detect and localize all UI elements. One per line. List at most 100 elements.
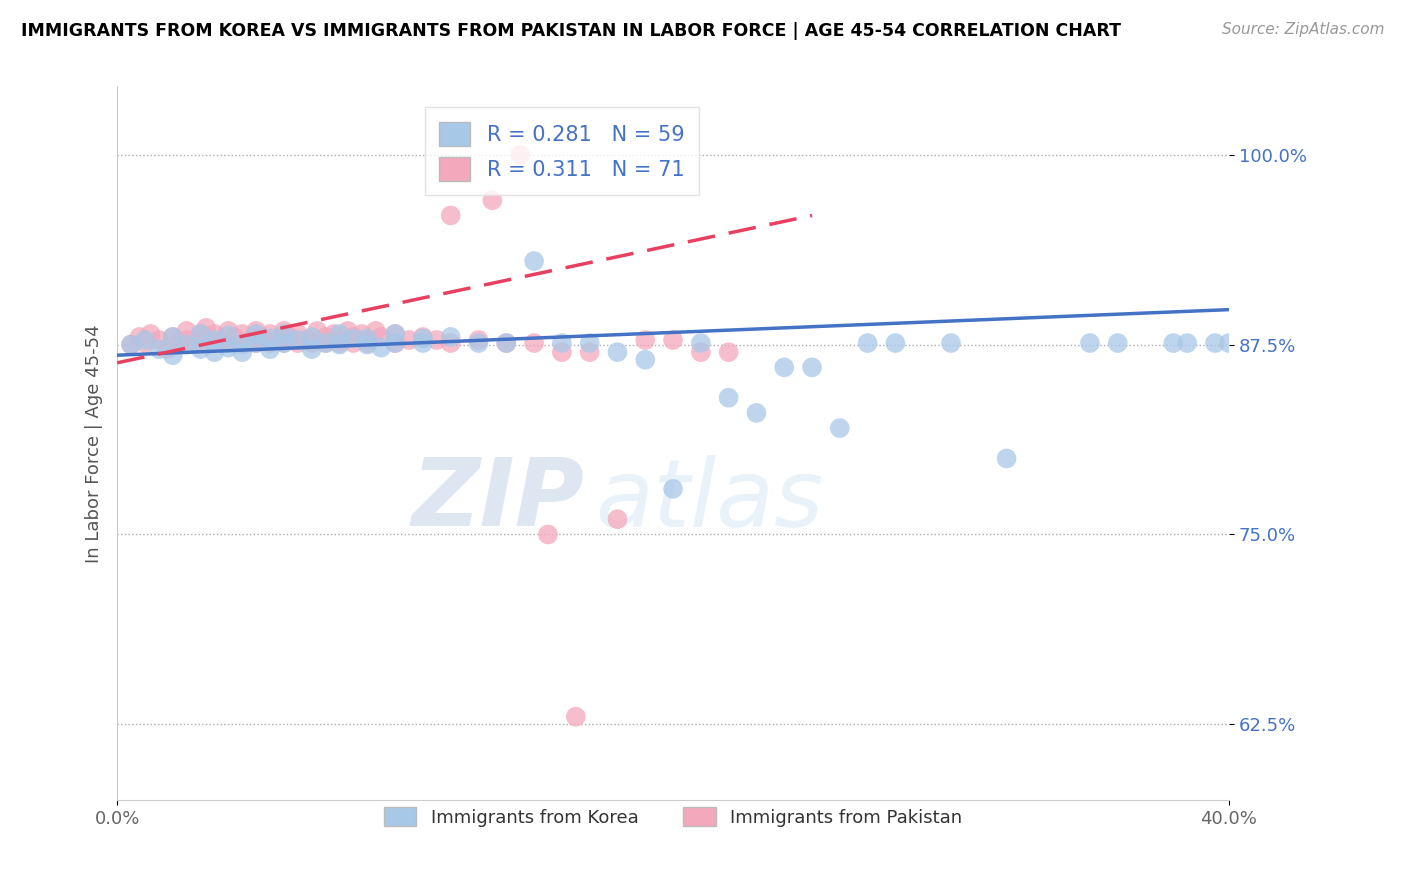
- Point: [134, 336, 156, 351]
- Point: [537, 527, 560, 541]
- Point: [467, 336, 489, 351]
- Point: [259, 326, 281, 341]
- Point: [509, 147, 531, 161]
- Point: [828, 421, 851, 435]
- Point: [176, 337, 198, 351]
- Point: [440, 330, 463, 344]
- Text: atlas: atlas: [595, 455, 824, 546]
- Point: [162, 348, 184, 362]
- Point: [156, 342, 179, 356]
- Point: [231, 326, 253, 341]
- Point: [295, 333, 318, 347]
- Point: [384, 336, 406, 351]
- Point: [139, 326, 162, 341]
- Point: [245, 336, 267, 351]
- Point: [328, 337, 350, 351]
- Point: [1163, 336, 1185, 351]
- Point: [467, 333, 489, 347]
- Point: [370, 330, 392, 344]
- Point: [190, 326, 212, 341]
- Point: [301, 336, 323, 351]
- Point: [606, 345, 628, 359]
- Point: [364, 324, 387, 338]
- Point: [190, 333, 212, 347]
- Point: [273, 326, 295, 341]
- Point: [190, 326, 212, 341]
- Point: [315, 336, 337, 351]
- Point: [204, 336, 226, 351]
- Point: [195, 321, 218, 335]
- Point: [162, 330, 184, 344]
- Point: [578, 345, 600, 359]
- Point: [717, 345, 740, 359]
- Point: [481, 194, 503, 208]
- Point: [384, 326, 406, 341]
- Point: [662, 333, 685, 347]
- Point: [222, 330, 245, 344]
- Point: [745, 406, 768, 420]
- Point: [328, 333, 350, 347]
- Point: [1175, 336, 1198, 351]
- Point: [412, 336, 434, 351]
- Point: [336, 324, 359, 338]
- Point: [356, 333, 378, 347]
- Point: [440, 209, 463, 223]
- Point: [398, 333, 420, 347]
- Point: [190, 342, 212, 356]
- Point: [1218, 336, 1240, 351]
- Point: [148, 342, 170, 356]
- Point: [184, 336, 207, 351]
- Text: IMMIGRANTS FROM KOREA VS IMMIGRANTS FROM PAKISTAN IN LABOR FORCE | AGE 45-54 COR: IMMIGRANTS FROM KOREA VS IMMIGRANTS FROM…: [21, 22, 1121, 40]
- Point: [662, 482, 685, 496]
- Point: [356, 331, 378, 345]
- Point: [217, 328, 239, 343]
- Point: [231, 336, 253, 351]
- Text: ZIP: ZIP: [411, 454, 583, 547]
- Point: [287, 333, 309, 347]
- Point: [384, 336, 406, 351]
- Point: [259, 336, 281, 351]
- Point: [231, 345, 253, 359]
- Point: [176, 324, 198, 338]
- Legend: Immigrants from Korea, Immigrants from Pakistan: Immigrants from Korea, Immigrants from P…: [377, 800, 970, 834]
- Point: [356, 337, 378, 351]
- Point: [217, 341, 239, 355]
- Point: [204, 345, 226, 359]
- Point: [167, 336, 190, 351]
- Point: [717, 391, 740, 405]
- Point: [939, 336, 962, 351]
- Point: [1204, 336, 1226, 351]
- Y-axis label: In Labor Force | Age 45-54: In Labor Force | Age 45-54: [86, 324, 103, 563]
- Point: [231, 337, 253, 351]
- Point: [342, 331, 364, 345]
- Point: [287, 326, 309, 341]
- Point: [315, 336, 337, 351]
- Point: [259, 331, 281, 345]
- Point: [239, 333, 262, 347]
- Text: Source: ZipAtlas.com: Source: ZipAtlas.com: [1222, 22, 1385, 37]
- Point: [856, 336, 879, 351]
- Point: [356, 336, 378, 351]
- Point: [217, 336, 239, 351]
- Point: [606, 512, 628, 526]
- Point: [384, 326, 406, 341]
- Point: [578, 336, 600, 351]
- Point: [350, 326, 373, 341]
- Point: [551, 336, 574, 351]
- Point: [426, 333, 449, 347]
- Point: [773, 360, 796, 375]
- Point: [801, 360, 824, 375]
- Point: [259, 342, 281, 356]
- Point: [884, 336, 907, 351]
- Point: [148, 333, 170, 347]
- Point: [278, 330, 301, 344]
- Point: [217, 324, 239, 338]
- Point: [162, 330, 184, 344]
- Point: [634, 352, 657, 367]
- Point: [634, 333, 657, 347]
- Point: [250, 330, 273, 344]
- Point: [176, 333, 198, 347]
- Point: [328, 326, 350, 341]
- Point: [307, 324, 329, 338]
- Point: [551, 345, 574, 359]
